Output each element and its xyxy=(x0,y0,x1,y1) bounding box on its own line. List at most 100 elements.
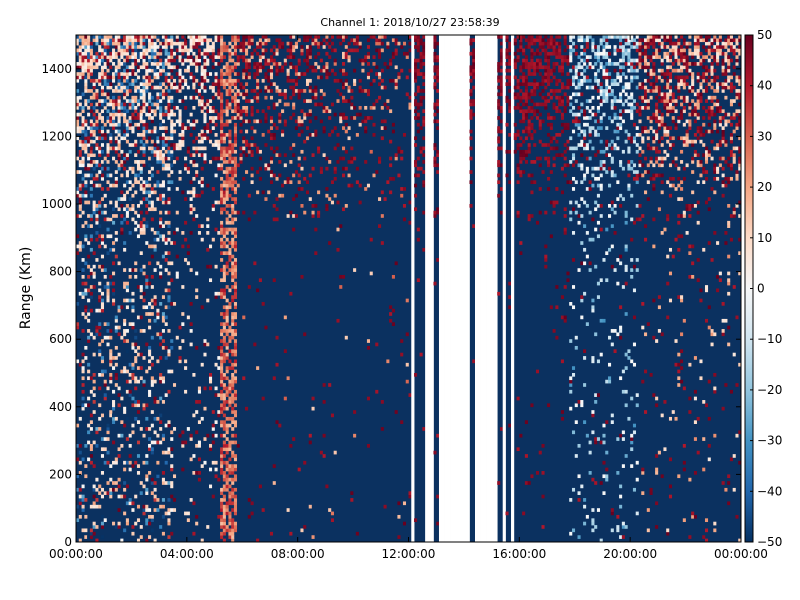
heatmap-cell xyxy=(333,72,337,76)
heatmap-cell xyxy=(330,180,334,185)
heatmap-cell xyxy=(422,427,426,431)
heatmap-cell xyxy=(472,68,476,73)
heatmap-cell xyxy=(161,160,165,164)
heatmap-cell xyxy=(145,220,149,225)
heatmap-cell xyxy=(322,38,326,43)
heatmap-cell xyxy=(123,494,127,499)
heatmap-cell xyxy=(145,41,149,46)
heatmap-cell xyxy=(222,447,226,452)
heatmap-cell xyxy=(499,48,504,53)
heatmap-cell xyxy=(150,298,154,303)
heatmap-cell xyxy=(170,129,174,134)
heatmap-cell xyxy=(220,447,224,452)
heatmap-cell xyxy=(619,109,623,114)
heatmap-cell xyxy=(322,126,326,130)
heatmap-cell xyxy=(156,129,160,134)
heatmap-cell xyxy=(585,41,589,46)
heatmap-cell xyxy=(109,477,113,482)
heatmap-cell xyxy=(233,85,238,90)
heatmap-cell xyxy=(571,129,576,134)
heatmap-cell xyxy=(156,72,160,76)
heatmap-cell xyxy=(303,38,307,43)
heatmap-cell xyxy=(245,105,249,110)
heatmap-cell xyxy=(167,481,171,485)
heatmap-cell xyxy=(380,126,384,130)
heatmap-cell xyxy=(605,82,609,86)
heatmap-cell xyxy=(214,460,218,465)
heatmap-cell xyxy=(231,433,235,438)
heatmap-cell xyxy=(128,460,132,465)
heatmap-cell xyxy=(305,68,310,73)
heatmap-cell xyxy=(414,38,418,43)
heatmap-cell xyxy=(366,45,371,49)
heatmap-cell xyxy=(414,99,418,103)
heatmap-cell xyxy=(197,102,201,107)
heatmap-cell xyxy=(336,99,340,103)
heatmap-cell xyxy=(125,156,129,161)
heatmap-cell xyxy=(269,180,274,185)
heatmap-cell xyxy=(161,481,165,485)
heatmap-cell xyxy=(364,116,368,120)
heatmap-cell xyxy=(225,305,229,310)
heatmap-cell xyxy=(95,55,99,59)
heatmap-cell xyxy=(228,153,232,157)
heatmap-cell xyxy=(161,35,165,39)
heatmap-cell xyxy=(178,345,182,350)
heatmap-cell xyxy=(159,58,163,63)
heatmap-cell xyxy=(150,55,154,59)
heatmap-cell xyxy=(303,460,307,465)
heatmap-cell xyxy=(577,535,581,539)
heatmap-cell xyxy=(225,210,229,215)
heatmap-cell xyxy=(222,264,226,269)
heatmap-cell xyxy=(150,149,154,154)
heatmap-cell xyxy=(87,105,91,110)
heatmap-cell xyxy=(167,146,171,151)
heatmap-cell xyxy=(555,89,559,93)
heatmap-cell xyxy=(305,78,310,83)
heatmap-cell xyxy=(605,251,609,255)
heatmap-cell xyxy=(200,102,204,107)
heatmap-cell xyxy=(131,396,135,401)
heatmap-cell xyxy=(350,95,354,100)
heatmap-cell xyxy=(419,41,423,46)
heatmap-cell xyxy=(170,454,174,458)
heatmap-cell xyxy=(109,65,113,70)
heatmap-cell xyxy=(167,173,171,178)
heatmap-cell xyxy=(610,511,614,516)
heatmap-cell xyxy=(239,160,243,164)
heatmap-cell xyxy=(189,433,193,438)
heatmap-cell xyxy=(87,173,91,178)
heatmap-cell xyxy=(123,105,127,110)
heatmap-cell xyxy=(602,491,606,495)
heatmap-cell xyxy=(233,274,238,279)
heatmap-cell xyxy=(555,146,559,151)
heatmap-cell xyxy=(585,55,589,59)
heatmap-cell xyxy=(552,136,556,141)
heatmap-cell xyxy=(112,156,116,161)
heatmap-cell xyxy=(136,518,141,523)
heatmap-cell xyxy=(558,89,562,93)
heatmap-cell xyxy=(289,45,293,49)
heatmap-cell xyxy=(524,112,528,117)
heatmap-cell xyxy=(117,525,121,529)
heatmap-cell xyxy=(245,119,249,124)
heatmap-cell xyxy=(167,41,171,46)
heatmap-cell xyxy=(344,129,348,134)
heatmap-cell xyxy=(558,45,562,49)
heatmap-cell xyxy=(228,129,232,134)
heatmap-cell xyxy=(89,95,93,100)
heatmap-cell xyxy=(405,332,409,337)
heatmap-cell xyxy=(170,149,174,154)
heatmap-cell xyxy=(605,99,609,103)
heatmap-cell xyxy=(220,339,224,343)
heatmap-cell xyxy=(211,95,215,100)
heatmap-cell xyxy=(145,126,149,130)
heatmap-cell xyxy=(264,35,268,39)
heatmap-cell xyxy=(100,58,105,63)
heatmap-cell xyxy=(200,237,204,242)
heatmap-cell xyxy=(264,62,268,66)
heatmap-cell xyxy=(522,72,526,76)
heatmap-cell xyxy=(608,116,612,120)
heatmap-cell xyxy=(508,180,512,185)
heatmap-cell xyxy=(189,45,193,49)
